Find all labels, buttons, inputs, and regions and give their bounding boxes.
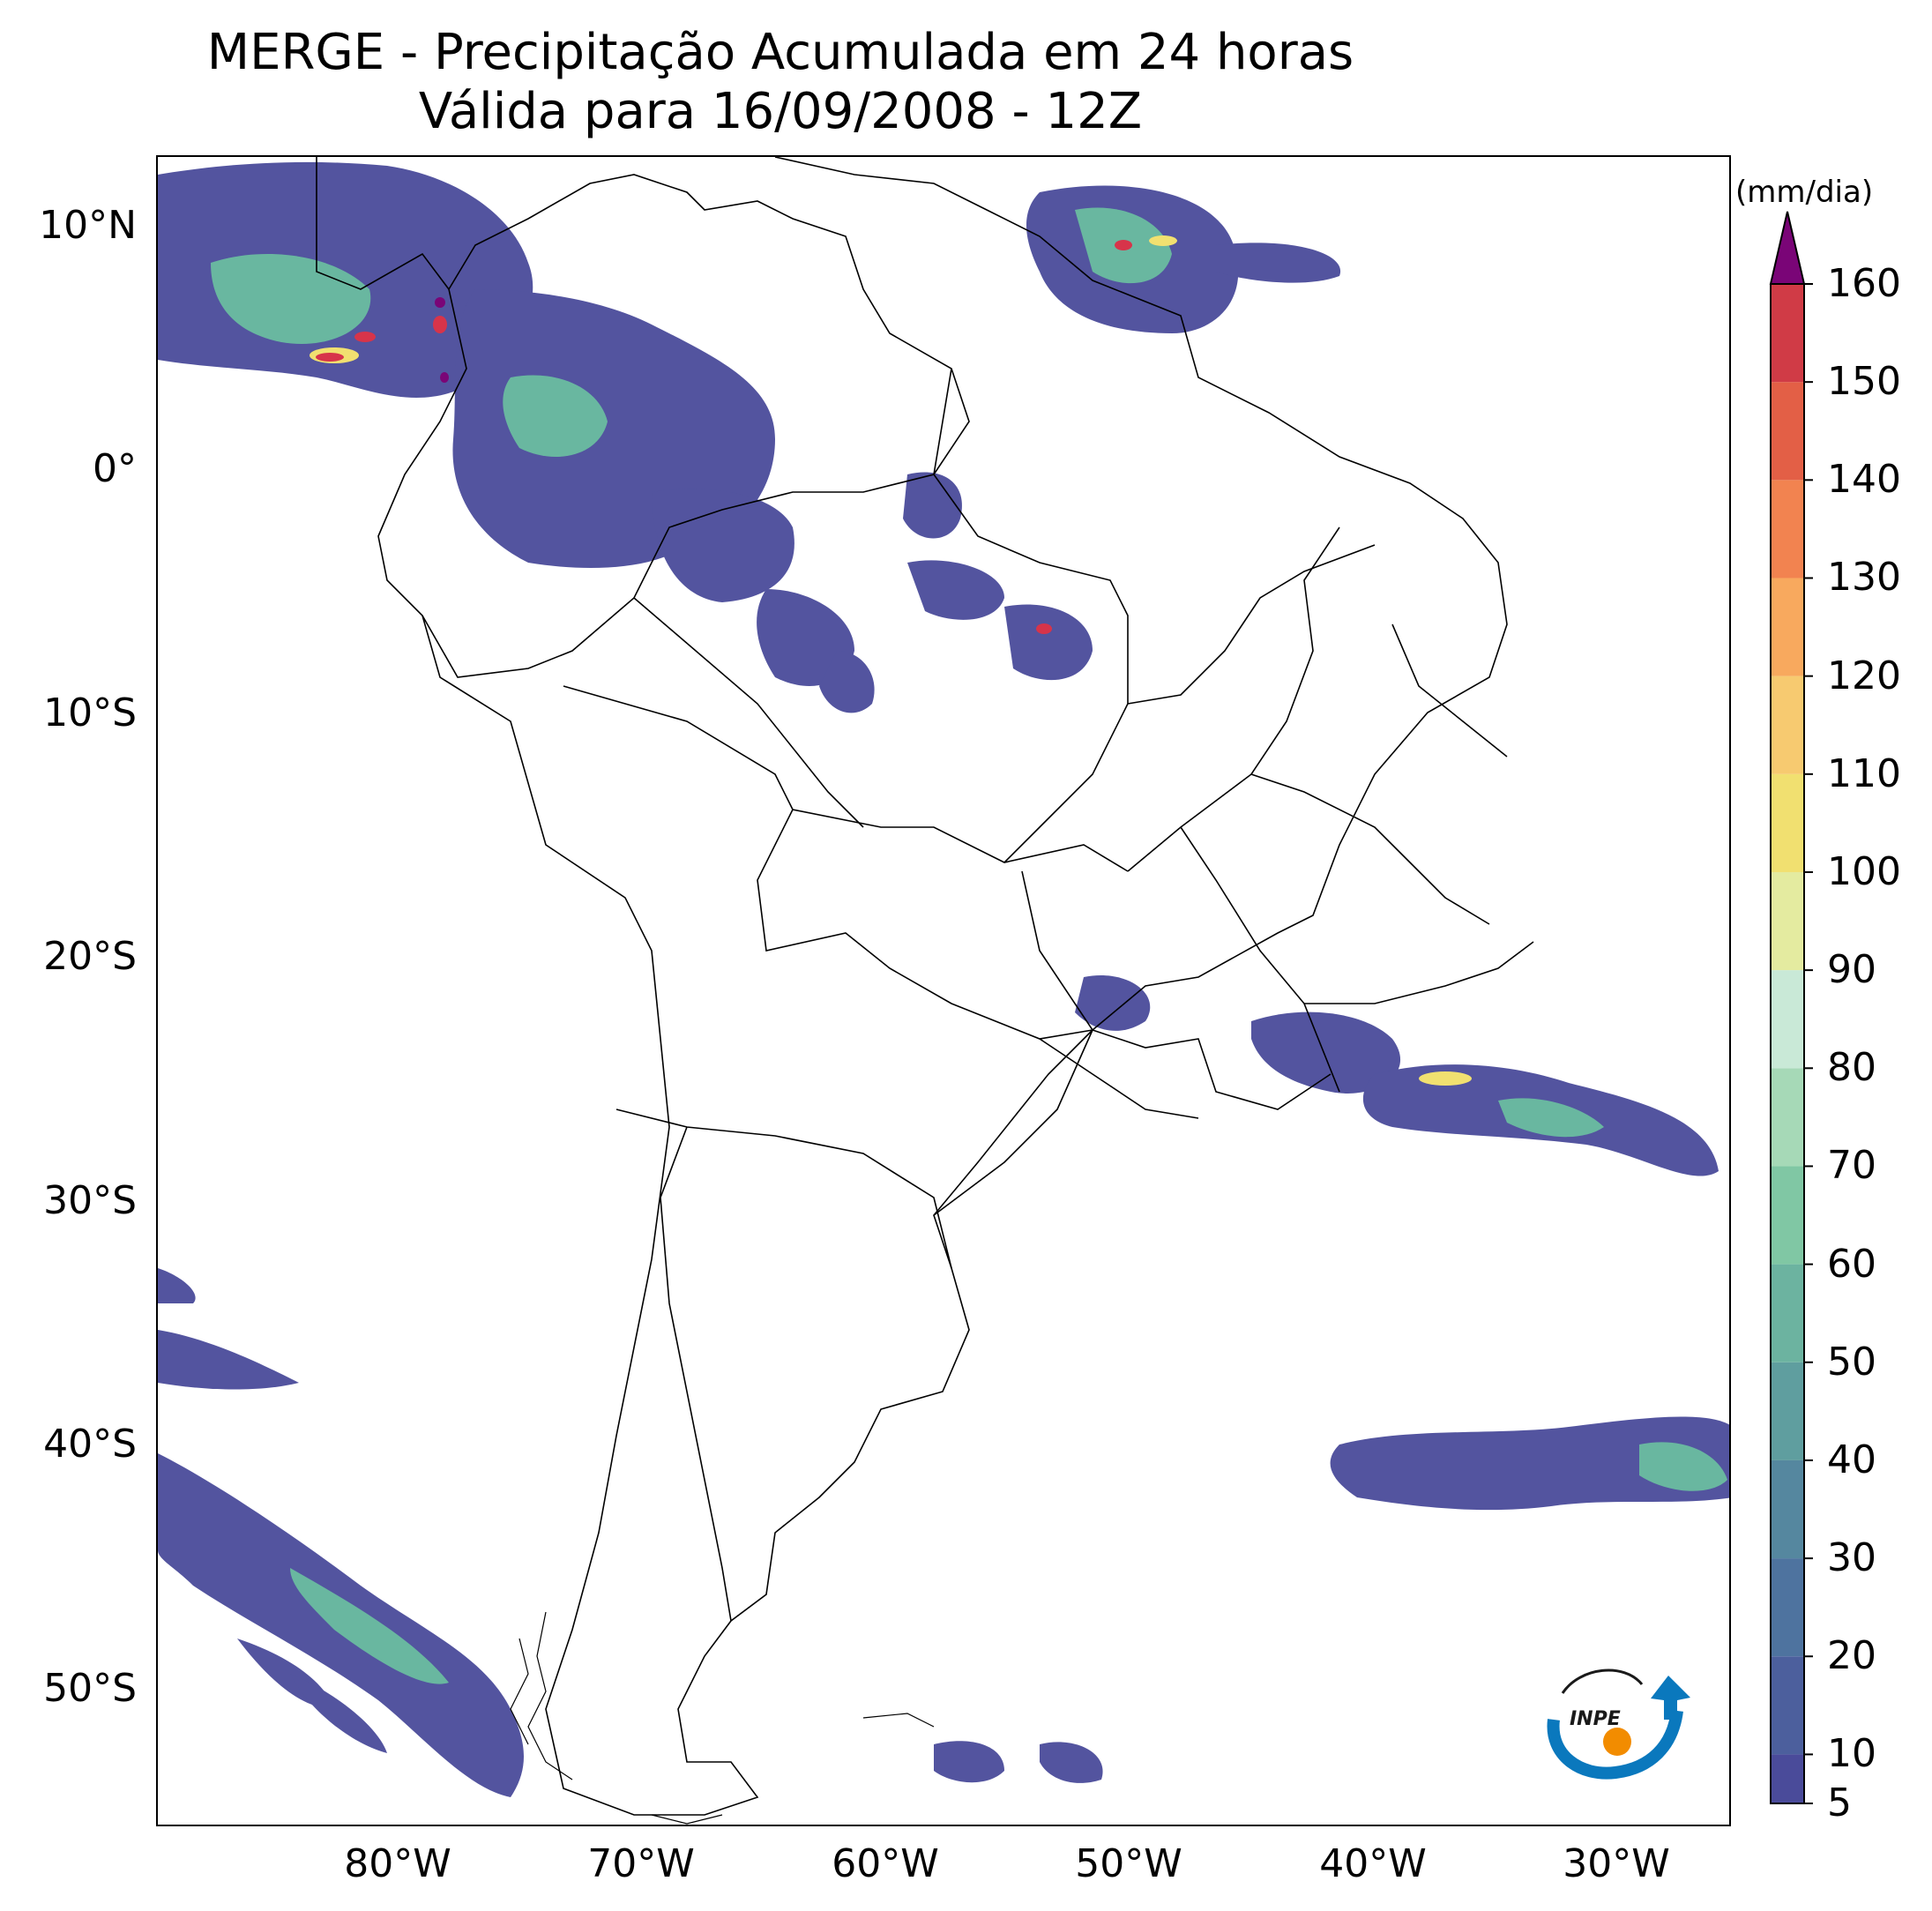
colorbar-segment xyxy=(1771,284,1804,383)
map-panel xyxy=(156,155,1731,1826)
lat-tick-label: 30°S xyxy=(43,1178,137,1223)
colorbar-segment xyxy=(1771,382,1804,481)
country-borders xyxy=(316,157,1534,1816)
colorbar-segment xyxy=(1771,1166,1804,1265)
colorbar-segment xyxy=(1771,970,1804,1069)
colorbar-segment xyxy=(1771,1754,1804,1803)
colorbar-frame xyxy=(1770,283,1805,1804)
svg-text:INPE: INPE xyxy=(1570,1708,1621,1730)
colorbar-tick-label: 20 xyxy=(1827,1633,1876,1679)
colorbar-extend-arrow xyxy=(1769,211,1806,285)
colorbar-tick-label: 10 xyxy=(1827,1731,1876,1777)
colorbar-tick-label: 100 xyxy=(1827,848,1901,894)
colorbar-tick-label: 140 xyxy=(1827,457,1901,503)
colorbar-tick-label: 5 xyxy=(1827,1780,1852,1825)
colorbar-tick-label: 50 xyxy=(1827,1339,1876,1385)
colorbar-tick-label: 70 xyxy=(1827,1143,1876,1189)
colorbar-segment xyxy=(1771,871,1804,971)
lon-tick-label: 30°W xyxy=(1563,1841,1670,1886)
colorbar-tick-label: 30 xyxy=(1827,1535,1876,1581)
colorbar-segment xyxy=(1771,480,1804,579)
colorbar-tick-label: 130 xyxy=(1827,555,1901,601)
colorbar-tick-label: 60 xyxy=(1827,1241,1876,1287)
lon-tick-label: 60°W xyxy=(832,1841,939,1886)
lat-tick-label: 40°S xyxy=(43,1422,137,1467)
colorbar-tick-label: 120 xyxy=(1827,653,1901,698)
colorbar-segment xyxy=(1771,773,1804,872)
lat-tick-label: 0° xyxy=(93,446,137,491)
map-subtitle: Válida para 16/09/2008 - 12Z xyxy=(418,83,1143,140)
colorbar-segment xyxy=(1771,1459,1804,1559)
colorbar-segment xyxy=(1771,1068,1804,1167)
inpe-logo: INPE xyxy=(1547,1668,1690,1780)
colorbar-tick-label: 150 xyxy=(1827,359,1901,405)
map-title: MERGE - Precipitação Acumulada em 24 hor… xyxy=(206,24,1354,81)
lon-tick-label: 80°W xyxy=(344,1841,451,1886)
colorbar-segment xyxy=(1771,676,1804,774)
lat-tick-label: 10°S xyxy=(43,690,137,735)
southern-archipelago xyxy=(510,1611,935,1825)
colorbar-tick-label: 160 xyxy=(1827,261,1901,306)
lat-tick-label: 20°S xyxy=(43,934,137,979)
colorbar-segment xyxy=(1771,1558,1804,1657)
lon-tick-label: 70°W xyxy=(587,1841,695,1886)
colorbar-segment xyxy=(1771,578,1804,676)
lat-tick-label: 10°N xyxy=(39,203,137,248)
colorbar-unit-label: (mm/dia) xyxy=(1735,175,1874,210)
precipitation-fields xyxy=(158,161,1729,1797)
colorbar-segment xyxy=(1771,1362,1804,1460)
colorbar-segment xyxy=(1771,1656,1804,1755)
colorbar-tick-label: 90 xyxy=(1827,947,1876,993)
colorbar-tick-label: 40 xyxy=(1827,1437,1876,1482)
precipitation-map xyxy=(158,157,1729,1825)
lon-tick-label: 50°W xyxy=(1075,1841,1182,1886)
colorbar xyxy=(1769,211,1813,1804)
colorbar-segment xyxy=(1771,1264,1804,1362)
colorbar-tick-label: 110 xyxy=(1827,750,1901,796)
lat-tick-label: 50°S xyxy=(43,1666,137,1711)
colorbar-tick-label: 80 xyxy=(1827,1045,1876,1091)
lon-tick-label: 40°W xyxy=(1319,1841,1427,1886)
